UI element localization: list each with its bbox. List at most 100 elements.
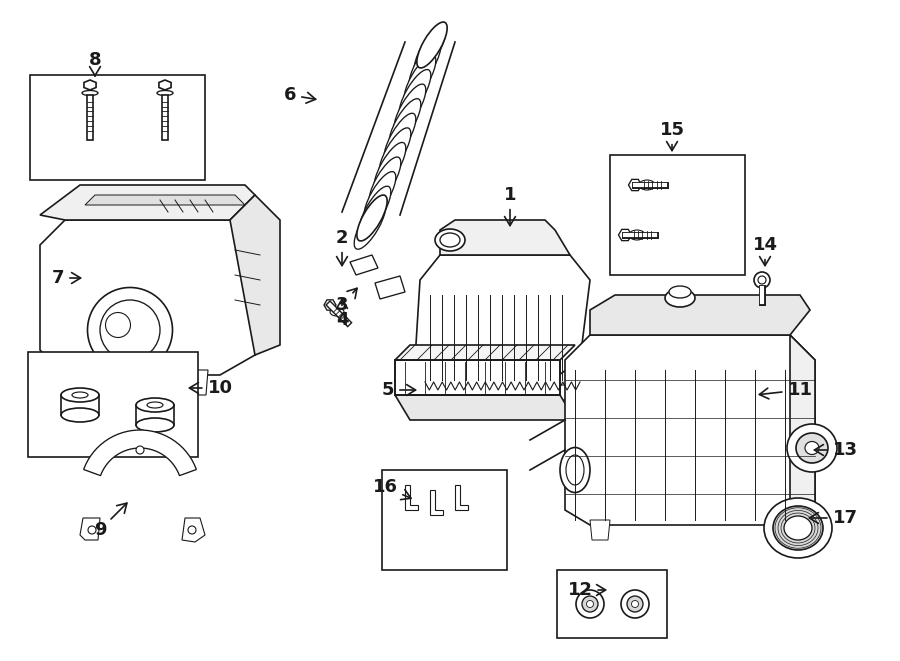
Ellipse shape (394, 84, 426, 133)
Bar (572, 370, 588, 385)
Text: 6: 6 (284, 86, 316, 104)
Text: 1: 1 (504, 186, 517, 225)
Polygon shape (440, 220, 570, 255)
Polygon shape (790, 335, 815, 525)
Text: 7: 7 (52, 269, 81, 287)
Bar (557, 570, 667, 638)
Ellipse shape (632, 600, 638, 607)
Ellipse shape (669, 286, 691, 298)
Ellipse shape (758, 276, 766, 284)
Polygon shape (405, 485, 418, 510)
Ellipse shape (136, 418, 174, 432)
Ellipse shape (364, 172, 396, 220)
Polygon shape (182, 518, 205, 542)
Ellipse shape (136, 446, 144, 454)
Ellipse shape (379, 128, 410, 176)
Ellipse shape (414, 26, 446, 74)
Polygon shape (618, 229, 632, 241)
Ellipse shape (61, 408, 99, 422)
Ellipse shape (764, 498, 832, 558)
Ellipse shape (560, 447, 590, 492)
Text: 12: 12 (568, 581, 606, 599)
Ellipse shape (389, 98, 421, 147)
Polygon shape (192, 370, 208, 395)
Ellipse shape (773, 506, 823, 550)
Ellipse shape (359, 186, 391, 235)
Ellipse shape (784, 516, 812, 540)
Ellipse shape (754, 272, 770, 288)
Text: 3: 3 (336, 288, 357, 314)
Bar (610, 155, 745, 275)
Polygon shape (40, 220, 255, 375)
Ellipse shape (404, 55, 436, 103)
Polygon shape (350, 255, 378, 275)
Ellipse shape (587, 600, 593, 607)
Ellipse shape (576, 590, 604, 618)
Polygon shape (565, 335, 815, 525)
Polygon shape (770, 520, 790, 540)
Ellipse shape (157, 91, 173, 95)
Ellipse shape (787, 424, 837, 472)
Polygon shape (84, 80, 96, 90)
Text: 17: 17 (809, 509, 858, 527)
Ellipse shape (796, 433, 828, 463)
Text: 14: 14 (752, 236, 778, 266)
Ellipse shape (188, 526, 196, 534)
Ellipse shape (61, 388, 99, 402)
Text: 4: 4 (336, 299, 348, 329)
Polygon shape (430, 490, 443, 515)
Bar (28, 352, 198, 457)
Ellipse shape (356, 195, 387, 241)
Ellipse shape (400, 69, 431, 118)
Ellipse shape (665, 289, 695, 307)
Text: 13: 13 (814, 441, 858, 459)
Polygon shape (415, 255, 590, 385)
Ellipse shape (582, 596, 598, 612)
Ellipse shape (435, 229, 465, 251)
Ellipse shape (82, 91, 98, 95)
Polygon shape (590, 295, 810, 335)
Polygon shape (80, 518, 100, 540)
Ellipse shape (355, 201, 386, 249)
Text: 11: 11 (760, 381, 813, 399)
Ellipse shape (330, 308, 344, 316)
Polygon shape (395, 395, 575, 420)
Polygon shape (628, 179, 642, 190)
Polygon shape (450, 385, 570, 400)
Polygon shape (84, 430, 196, 476)
Text: 8: 8 (89, 51, 102, 75)
Text: 2: 2 (336, 229, 348, 266)
Ellipse shape (805, 442, 819, 455)
Polygon shape (455, 485, 468, 510)
Bar (87, 95, 93, 140)
Text: 9: 9 (94, 503, 127, 539)
Ellipse shape (440, 233, 460, 247)
Polygon shape (395, 360, 560, 395)
Ellipse shape (72, 392, 88, 398)
Ellipse shape (410, 40, 441, 89)
Text: 15: 15 (660, 121, 685, 151)
Polygon shape (40, 185, 255, 220)
Text: 16: 16 (373, 478, 411, 500)
Ellipse shape (639, 180, 655, 190)
Ellipse shape (88, 526, 96, 534)
Bar (395, 360, 560, 395)
Ellipse shape (87, 288, 173, 373)
Ellipse shape (374, 142, 406, 191)
Polygon shape (375, 276, 405, 299)
Polygon shape (590, 520, 610, 540)
Bar (162, 95, 168, 140)
Ellipse shape (136, 398, 174, 412)
Polygon shape (85, 195, 245, 205)
Ellipse shape (621, 590, 649, 618)
Text: 5: 5 (382, 381, 416, 399)
Ellipse shape (100, 300, 160, 360)
Ellipse shape (105, 313, 130, 338)
Text: 10: 10 (189, 379, 232, 397)
Polygon shape (230, 195, 280, 355)
Ellipse shape (627, 596, 643, 612)
Polygon shape (62, 370, 78, 395)
Ellipse shape (147, 402, 163, 408)
Bar (422, 370, 438, 385)
Polygon shape (324, 300, 336, 310)
